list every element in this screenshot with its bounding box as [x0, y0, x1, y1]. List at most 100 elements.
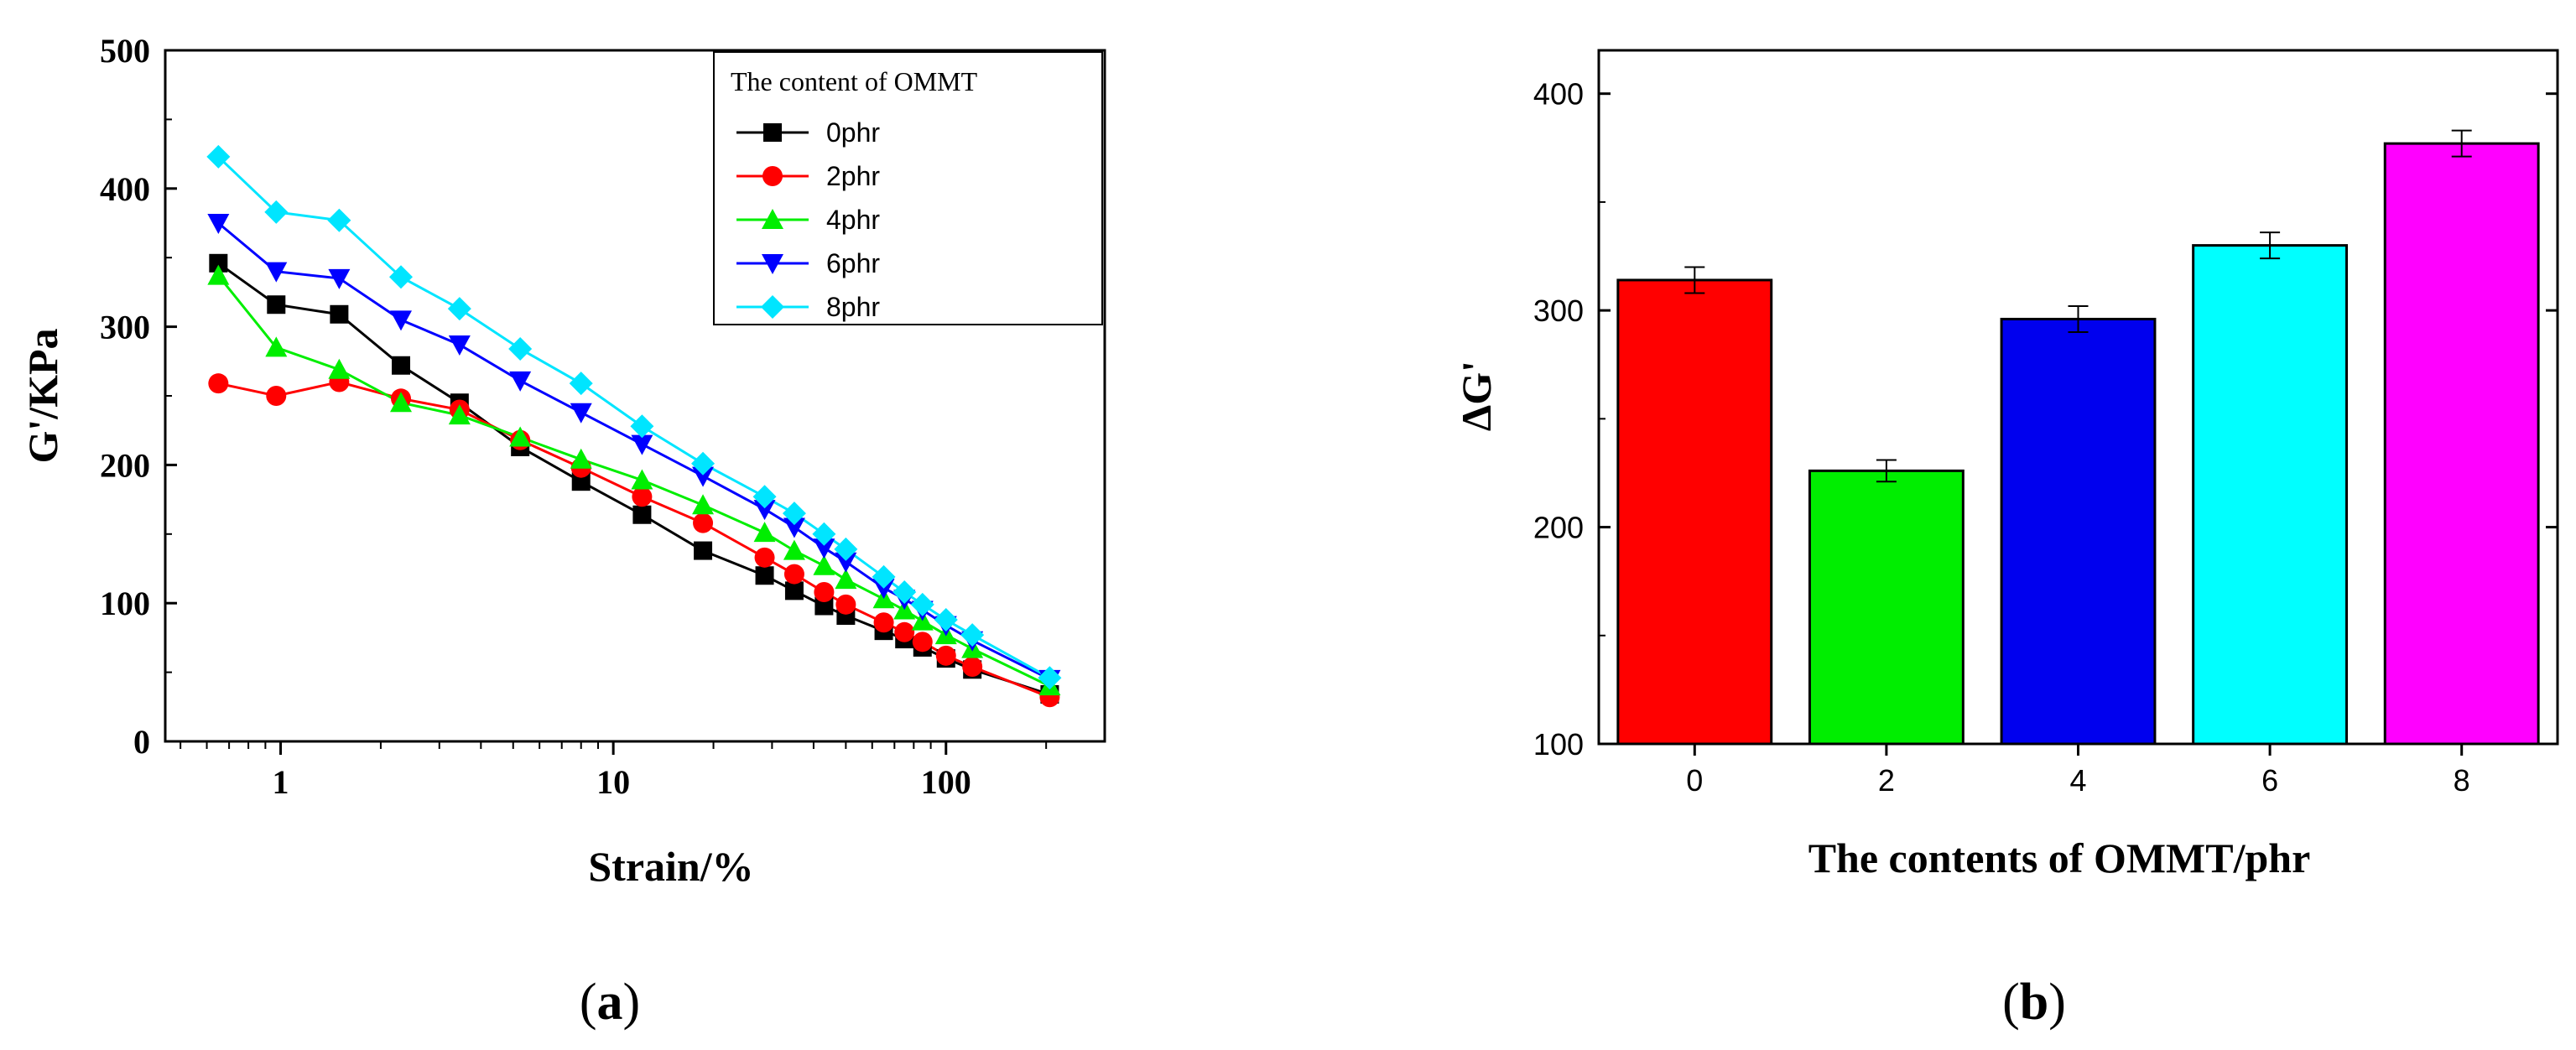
- data-point-2phr: [935, 645, 956, 666]
- data-point-6phr: [783, 517, 805, 538]
- panel-b-label-close: ): [2048, 974, 2066, 1031]
- data-point-2phr: [814, 582, 835, 603]
- panel-b-y-tick-label: 200: [1533, 511, 1584, 545]
- data-point-0phr: [209, 253, 228, 273]
- panel-b-y-axis-title: ΔG': [1453, 361, 1500, 431]
- data-point-0phr: [330, 304, 349, 324]
- panel-a-legend-box: [713, 51, 1103, 325]
- data-point-4phr: [692, 494, 715, 515]
- data-point-4phr: [207, 264, 230, 285]
- data-point-6phr: [448, 335, 471, 356]
- data-point-2phr: [783, 564, 804, 585]
- legend-marker-8phr: [761, 295, 784, 319]
- data-point-8phr: [327, 208, 351, 232]
- panel-a-x-axis-title: Strain/%: [588, 843, 753, 890]
- data-point-2phr: [693, 512, 714, 533]
- data-point-2phr: [266, 386, 287, 406]
- panel-a-series-layer: [206, 144, 1062, 708]
- data-point-4phr: [813, 554, 835, 575]
- data-point-8phr: [264, 200, 289, 224]
- data-point-6phr: [328, 268, 351, 289]
- panel-a-label-open: (: [580, 974, 597, 1031]
- panel-b-x-tick-label: 8: [2454, 763, 2470, 798]
- data-point-8phr: [206, 144, 231, 169]
- panel-a-x-axis: 1 10 100: [180, 741, 1048, 801]
- panel-b-x-axis-title: The contents of OMMT/phr: [1808, 834, 2311, 881]
- data-point-6phr: [265, 262, 288, 283]
- data-point-0phr: [755, 566, 774, 585]
- data-point-8phr: [508, 336, 533, 361]
- panel-b-bars-layer: [1616, 129, 2540, 746]
- data-point-8phr: [630, 414, 654, 439]
- legend-label-0phr: 0phr: [826, 117, 880, 148]
- panel-b-y-axis: 100 200 300 400: [1533, 77, 2558, 762]
- panel-b-y-tick-label: 300: [1533, 294, 1584, 328]
- legend-label-6phr: 6phr: [826, 248, 880, 278]
- bar-2: [1808, 469, 1965, 746]
- data-point-0phr: [632, 505, 652, 524]
- panel-b-y-tick-label: 100: [1533, 727, 1584, 762]
- data-point-4phr: [631, 469, 653, 490]
- bar-8: [2383, 142, 2540, 746]
- data-point-8phr: [812, 522, 836, 546]
- data-point-2phr: [835, 594, 856, 615]
- data-point-0phr: [784, 581, 804, 600]
- data-point-8phr: [1038, 666, 1062, 690]
- data-point-6phr: [753, 500, 776, 521]
- data-point-8phr: [691, 451, 716, 476]
- data-point-6phr: [872, 579, 895, 600]
- data-point-6phr: [813, 538, 835, 559]
- panel-a-y-axis: 0 100 200 300 400 500: [100, 32, 177, 761]
- bar-6: [2192, 244, 2349, 746]
- legend-label-2phr: 2phr: [826, 161, 880, 191]
- panel-a-label-close: ): [623, 974, 641, 1031]
- panel-a-y-tick-label: 100: [100, 585, 150, 622]
- data-point-4phr: [509, 426, 532, 447]
- data-point-4phr: [570, 448, 592, 469]
- panel-a-y-tick-label: 300: [100, 309, 150, 346]
- bar-0: [1616, 278, 1773, 746]
- panel-a-label: (a): [580, 974, 640, 1031]
- panel-a-y-tick-label: 500: [100, 32, 150, 70]
- data-point-2phr: [894, 621, 915, 642]
- data-point-0phr: [392, 356, 411, 375]
- legend-label-4phr: 4phr: [826, 205, 880, 235]
- data-point-8phr: [934, 607, 958, 632]
- data-point-8phr: [960, 623, 985, 647]
- panel-a-legend-title: The content of OMMT: [731, 66, 978, 96]
- legend-marker-6phr: [762, 254, 783, 274]
- panel-a-x-tick-label: 1: [273, 763, 289, 801]
- legend-marker-2phr: [762, 166, 783, 186]
- panel-b-label-letter: b: [2020, 974, 2048, 1031]
- panel-a-y-axis-title: G'/KPa: [19, 328, 66, 463]
- data-point-0phr: [267, 295, 286, 314]
- legend-marker-4phr: [762, 209, 783, 229]
- data-point-6phr: [509, 371, 532, 392]
- data-point-2phr: [754, 547, 775, 568]
- data-point-6phr: [835, 552, 857, 573]
- data-point-0phr: [571, 472, 591, 491]
- panel-b-x-tick-label: 6: [2261, 763, 2278, 798]
- bar-4: [2000, 317, 2157, 746]
- data-point-0phr: [694, 541, 713, 560]
- panel-b-x-axis: 0 2 4 6 8: [1686, 744, 2470, 798]
- legend-label-8phr: 8phr: [826, 292, 880, 322]
- panel-b-x-tick-label: 4: [2069, 763, 2086, 798]
- data-point-2phr: [912, 632, 933, 652]
- panel-a-legend-items: 0phr 2phr 4phr 6phr 8phr: [736, 117, 880, 322]
- data-point-8phr: [447, 297, 471, 321]
- panel-b-label-open: (: [2002, 974, 2020, 1031]
- legend-marker-0phr: [763, 123, 782, 142]
- data-point-8phr: [872, 564, 896, 589]
- data-point-8phr: [752, 485, 777, 509]
- data-point-6phr: [631, 434, 653, 455]
- data-point-6phr: [207, 214, 230, 234]
- panel-a-y-tick-label: 0: [133, 723, 150, 761]
- data-point-8phr: [834, 537, 858, 561]
- data-point-4phr: [265, 336, 288, 357]
- data-point-6phr: [390, 310, 413, 331]
- panel-a-y-tick-label: 400: [100, 170, 150, 208]
- data-point-4phr: [783, 539, 805, 560]
- data-point-6phr: [570, 403, 592, 424]
